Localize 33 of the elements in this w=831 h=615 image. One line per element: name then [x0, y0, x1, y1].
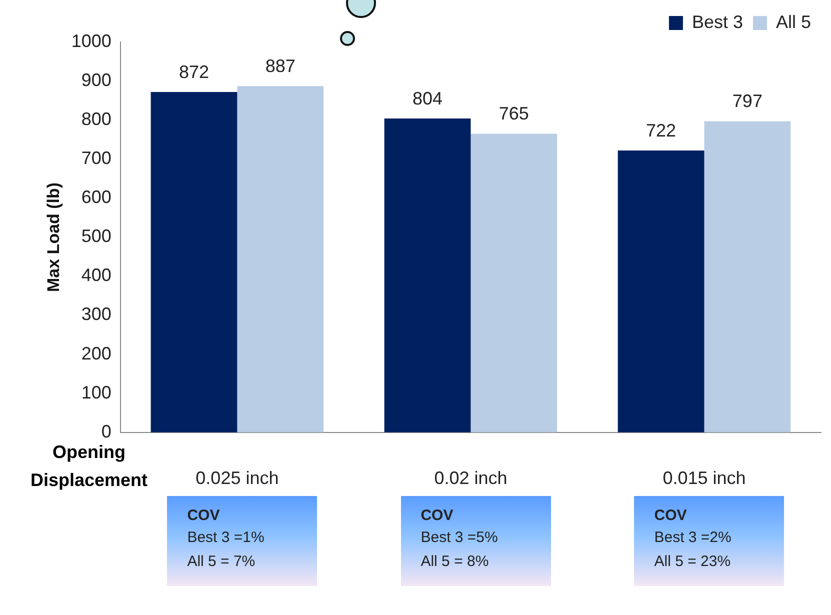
y-axis-title: Max Load (lb): [44, 182, 63, 292]
y-tick-label: 100: [81, 382, 112, 402]
bar: [470, 134, 558, 432]
legend-label: All 5: [776, 12, 811, 32]
x-tick-label: 0.02 inch: [434, 468, 508, 488]
y-tick-label: 600: [81, 187, 112, 208]
note-box: COV Best 3 =2% All 5 = 23%: [634, 496, 784, 586]
y-tick-label: 800: [81, 109, 112, 130]
y-tick-label: 0: [101, 421, 112, 442]
bar: [237, 86, 324, 432]
y-tick-label: 500: [81, 226, 112, 246]
bar: [618, 150, 704, 432]
note-box: COV Best 3 =1% All 5 = 7%: [167, 496, 318, 586]
data-label: 797: [732, 91, 762, 112]
data-label: 804: [412, 88, 443, 108]
x-axis-title: Opening Displacement: [29, 442, 149, 492]
data-label: 872: [178, 62, 210, 82]
data-label: 765: [498, 104, 529, 124]
x-tick-label: 0.015 inch: [662, 468, 746, 488]
y-tick-label: 1000: [71, 30, 112, 51]
data-label: 887: [265, 56, 296, 76]
y-tick-label: 400: [81, 265, 112, 286]
y-tick-label: 700: [81, 148, 112, 168]
bar: [704, 121, 791, 432]
note-box: COV Best 3 =5% All 5 = 8%: [400, 496, 551, 586]
y-tick-label: 200: [81, 343, 112, 364]
x-tick-label: 0.025 inch: [196, 468, 279, 488]
bar: [384, 118, 471, 432]
legend-label: Best 3: [692, 12, 743, 32]
bar: [150, 92, 238, 432]
data-label: 722: [646, 120, 676, 140]
y-tick-label: 900: [81, 70, 112, 90]
y-tick-label: 300: [81, 304, 112, 324]
